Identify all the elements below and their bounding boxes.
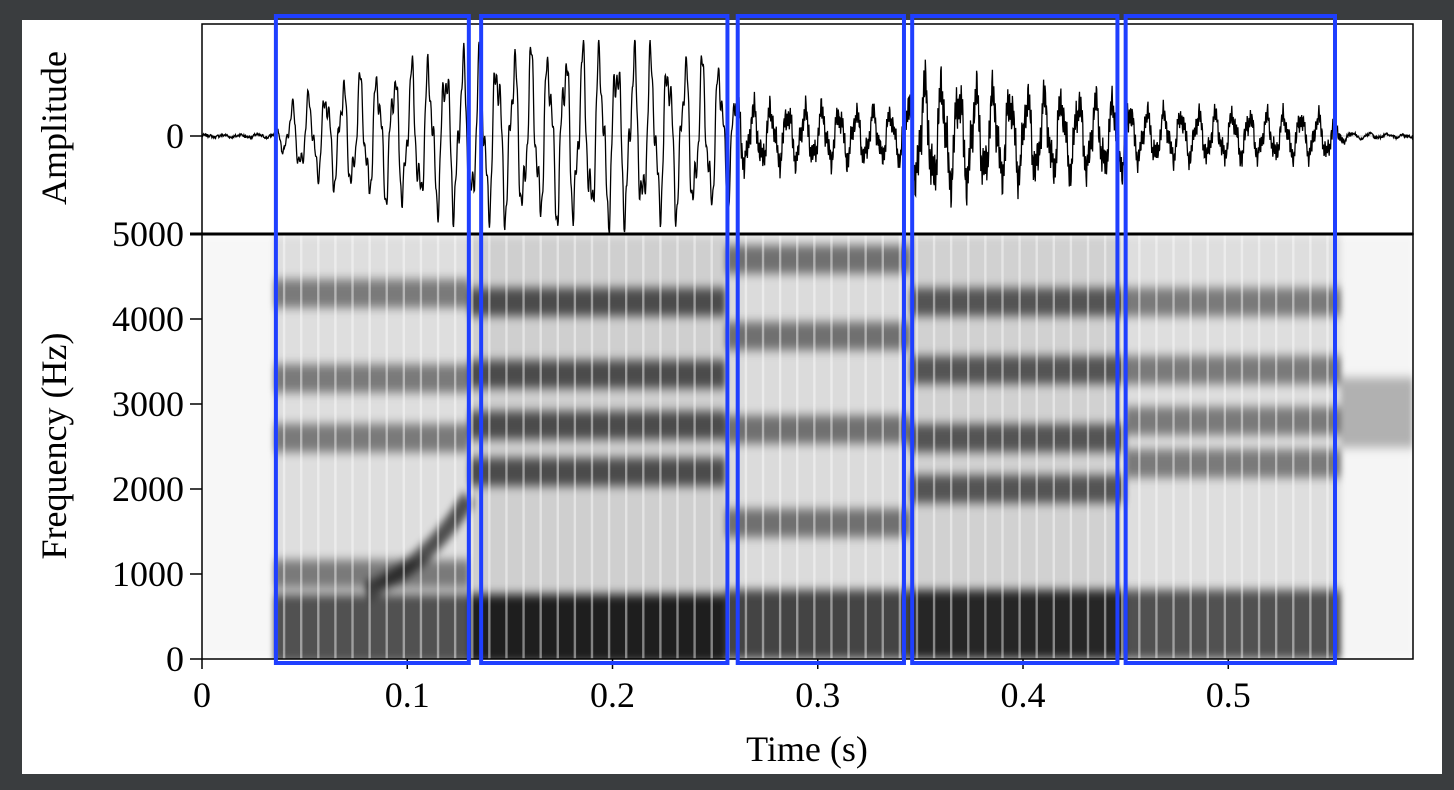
formant-band [1125, 407, 1342, 435]
spectrogram-energy [202, 234, 1413, 659]
formant-band [1125, 288, 1342, 316]
formant-band [725, 322, 911, 350]
formant-band [1125, 449, 1342, 478]
segment-highlight-box [735, 14, 906, 665]
formant-band [910, 356, 1126, 384]
formant-band [468, 594, 726, 659]
formant-band [910, 288, 1126, 316]
waveform-trace [202, 39, 1413, 233]
frequency-tick-label: 1000 [112, 554, 184, 594]
time-tick-label: 0 [193, 675, 211, 715]
waveform-area [202, 39, 1413, 233]
waveform-y-axis: 0 [166, 116, 202, 156]
formant-band [468, 360, 726, 389]
segment-highlight-box [1123, 14, 1338, 665]
time-tick-label: 0.2 [590, 675, 635, 715]
segment-highlight-box [910, 14, 1120, 665]
formant-band [273, 279, 469, 308]
spectrogram-haze [725, 234, 911, 659]
formant-band [273, 364, 469, 393]
formant-band [1341, 377, 1413, 448]
segment-highlight-box [479, 14, 730, 665]
spectrogram-area [202, 234, 1413, 659]
formant-band [725, 415, 911, 444]
formant-band [910, 475, 1126, 503]
frequency-tick-label: 4000 [112, 299, 184, 339]
formant-band [725, 245, 911, 274]
frequency-axis-label: Frequency (Hz) [34, 333, 74, 560]
formant-band [725, 509, 911, 537]
formant-band [1125, 356, 1342, 384]
frequency-tick-label: 0 [166, 639, 184, 679]
formant-band [468, 458, 726, 486]
frequency-y-axis: 0 1000 2000 3000 4000 5000 [112, 214, 202, 679]
amplitude-axis-label: Amplitude [34, 51, 74, 205]
formant-band [910, 590, 1126, 659]
formant-band [725, 590, 911, 659]
formant-band [273, 424, 469, 452]
formant-band [273, 594, 469, 659]
spectrogram-haze [202, 234, 274, 659]
frequency-tick-label: 5000 [112, 214, 184, 254]
segment-highlight-boxes [273, 14, 1338, 665]
amplitude-tick-label: 0 [166, 116, 184, 156]
time-tick-label: 0.1 [385, 675, 430, 715]
frequency-tick-label: 3000 [112, 384, 184, 424]
time-tick-label: 0.5 [1206, 675, 1251, 715]
time-axis-label: Time (s) [746, 729, 868, 769]
time-tick-label: 0.3 [795, 675, 840, 715]
formant-band [468, 411, 726, 440]
formant-band [910, 424, 1126, 452]
time-tick-label: 0.4 [1001, 675, 1046, 715]
formant-band [1125, 590, 1342, 659]
frequency-tick-label: 2000 [112, 469, 184, 509]
glottal-pulse-striations [282, 234, 1329, 659]
time-x-axis: 0 0.1 0.2 0.3 0.4 0.5 [193, 659, 1251, 715]
segment-highlight-box [273, 14, 471, 665]
formant-transition [363, 493, 476, 599]
formant-band [468, 288, 726, 316]
